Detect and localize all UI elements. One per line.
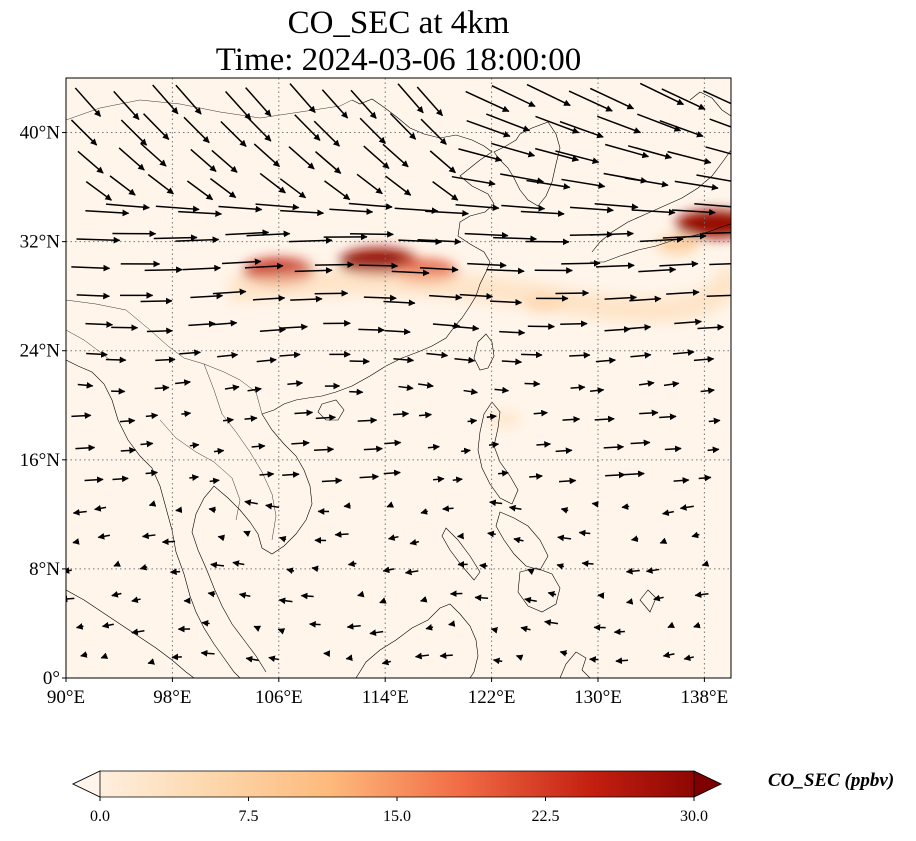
wind-arrow xyxy=(582,563,593,564)
wind-arrow xyxy=(202,623,210,624)
wind-arrow xyxy=(475,597,488,598)
colorbar: 0.0 7.5 15.0 22.5 30.0 xyxy=(73,771,721,825)
wind-arrow xyxy=(141,301,172,302)
colorbar-tick-label: 30.0 xyxy=(680,808,708,825)
wind-arrow xyxy=(301,596,313,597)
longitude-axis: 90°E 98°E 106°E 114°E 122°E 130°E 138°E xyxy=(47,678,728,708)
wind-arrow xyxy=(364,297,396,298)
wind-arrow xyxy=(171,572,180,573)
wind-arrow xyxy=(627,602,632,603)
latitude-tick-label: 0° xyxy=(43,668,60,689)
wind-arrow xyxy=(335,534,348,535)
wind-arrow xyxy=(154,237,197,238)
wind-arrow xyxy=(344,505,350,506)
longitude-tick-label: 130°E xyxy=(574,687,622,708)
wind-arrow xyxy=(350,234,393,235)
wind-arrow xyxy=(155,359,175,360)
longitude-tick-label: 90°E xyxy=(47,687,85,708)
wind-arrow xyxy=(592,503,597,504)
wind-arrow xyxy=(561,263,600,264)
wind-arrow xyxy=(560,324,587,325)
wind-arrow xyxy=(155,387,169,388)
colorbar-ticks: 0.0 7.5 15.0 22.5 30.0 xyxy=(90,797,708,825)
wind-arrow xyxy=(480,565,488,566)
wind-arrow xyxy=(579,533,590,534)
longitude-tick-label: 106°E xyxy=(255,687,303,708)
wind-arrow xyxy=(163,541,176,542)
wind-arrow xyxy=(614,631,624,632)
wind-arrow xyxy=(521,354,542,355)
wind-arrow xyxy=(443,508,454,509)
wind-arrow xyxy=(147,331,172,332)
wind-arrow xyxy=(315,293,348,294)
wind-arrow xyxy=(590,659,599,660)
latitude-tick-label: 24°N xyxy=(20,341,61,362)
colorbar-label: CO_SEC (ppbv) xyxy=(768,770,894,792)
colorbar-tick-label: 0.0 xyxy=(90,808,110,825)
colorbar-extend-max xyxy=(694,771,721,797)
wind-arrow xyxy=(176,510,181,511)
latitude-tick-label: 8°N xyxy=(29,559,60,580)
wind-arrow xyxy=(569,355,590,356)
wind-arrow xyxy=(312,568,317,569)
wind-arrow xyxy=(616,660,628,661)
wind-arrow xyxy=(61,598,74,599)
map-background xyxy=(66,78,731,678)
longitude-tick-label: 138°E xyxy=(681,687,729,708)
wind-arrow xyxy=(208,593,215,594)
wind-arrow xyxy=(358,329,384,330)
colorbar-tick-label: 22.5 xyxy=(532,808,560,825)
latitude-tick-label: 40°N xyxy=(20,123,61,144)
longitude-tick-label: 98°E xyxy=(153,687,191,708)
colorbar-tick-label: 7.5 xyxy=(239,808,259,825)
co-plume xyxy=(488,411,521,427)
wind-arrow xyxy=(145,270,183,271)
wind-arrow xyxy=(310,624,321,625)
wind-arrow xyxy=(349,392,363,393)
latitude-tick-label: 16°N xyxy=(20,450,61,471)
wind-arrow xyxy=(525,384,540,385)
longitude-tick-label: 122°E xyxy=(468,687,516,708)
wind-arrow xyxy=(106,360,126,361)
wind-arrow xyxy=(63,570,72,571)
longitude-tick-label: 114°E xyxy=(362,687,409,708)
wind-arrow xyxy=(201,653,214,654)
colorbar-gradient xyxy=(73,771,721,797)
latitude-axis: 0° 8°N 16°N 24°N 32°N 40°N xyxy=(20,123,66,689)
map-area: 90°E 98°E 106°E 114°E 122°E 130°E 138°E 0° 8°N 1… xyxy=(20,78,755,708)
wind-arrow xyxy=(346,658,351,659)
wind-arrow xyxy=(359,265,398,266)
wind-arrow xyxy=(315,265,354,266)
colorbar-extend-min xyxy=(73,771,100,797)
wind-arrow xyxy=(440,655,453,656)
wind-arrow xyxy=(622,506,629,507)
colorbar-tick-label: 15.0 xyxy=(383,808,411,825)
latitude-tick-label: 32°N xyxy=(20,232,61,253)
wind-arrow xyxy=(350,361,370,362)
wind-arrow xyxy=(571,387,585,388)
wind-arrow xyxy=(449,624,454,625)
